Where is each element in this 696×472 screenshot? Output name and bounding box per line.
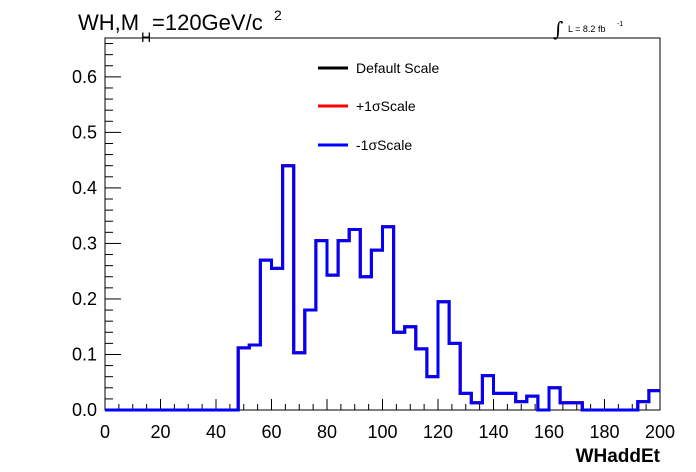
x-tick-label: 0 (100, 422, 110, 442)
plot-title-superscript: 2 (274, 7, 282, 23)
plot-frame (104, 37, 661, 411)
y-tick-label: 0.1 (72, 344, 97, 364)
y-tick-label: 0.0 (72, 400, 97, 420)
y-tick-label: 0.5 (72, 122, 97, 142)
x-tick-label: 160 (534, 422, 564, 442)
x-tick-label: 200 (645, 422, 675, 442)
y-tick-label: 0.2 (72, 289, 97, 309)
y-tick-label: 0.3 (72, 233, 97, 253)
plot-title-rest: =120GeV/c (152, 10, 263, 35)
series-line-0 (105, 164, 660, 412)
luminosity-label: L = 8.2 fb (568, 24, 605, 34)
legend: Default Scale +1σScale -1σScale (318, 60, 439, 153)
legend-label-default-scale: Default Scale (356, 60, 439, 76)
series-line-2 (105, 164, 660, 412)
luminosity-exponent: -1 (617, 21, 623, 28)
axis-tick-labels: 0 20 40 60 80 100 120 140 160 180 200 0.0 0.1 0.2 0.3 0… (72, 67, 675, 442)
x-tick-label: 80 (317, 422, 337, 442)
x-tick-label: 20 (150, 422, 170, 442)
series-line-1 (105, 164, 660, 412)
x-tick-label: 40 (206, 422, 226, 442)
integral-sign-icon: ∫ (553, 17, 563, 41)
x-tick-label: 180 (589, 422, 619, 442)
x-tick-label: 140 (478, 422, 508, 442)
histogram-series (105, 164, 660, 412)
x-tick-label: 100 (367, 422, 397, 442)
x-axis-title: WHaddEt (576, 446, 661, 467)
legend-label-minus-sigma: -1σScale (356, 137, 412, 153)
x-tick-label: 60 (261, 422, 281, 442)
y-tick-label: 0.6 (72, 67, 97, 87)
plot-title-main: WH,M (78, 10, 139, 35)
legend-label-plus-sigma: +1σScale (356, 98, 416, 114)
plot-title-subscript: H (141, 29, 151, 45)
y-tick-label: 0.4 (72, 178, 97, 198)
x-tick-label: 120 (423, 422, 453, 442)
